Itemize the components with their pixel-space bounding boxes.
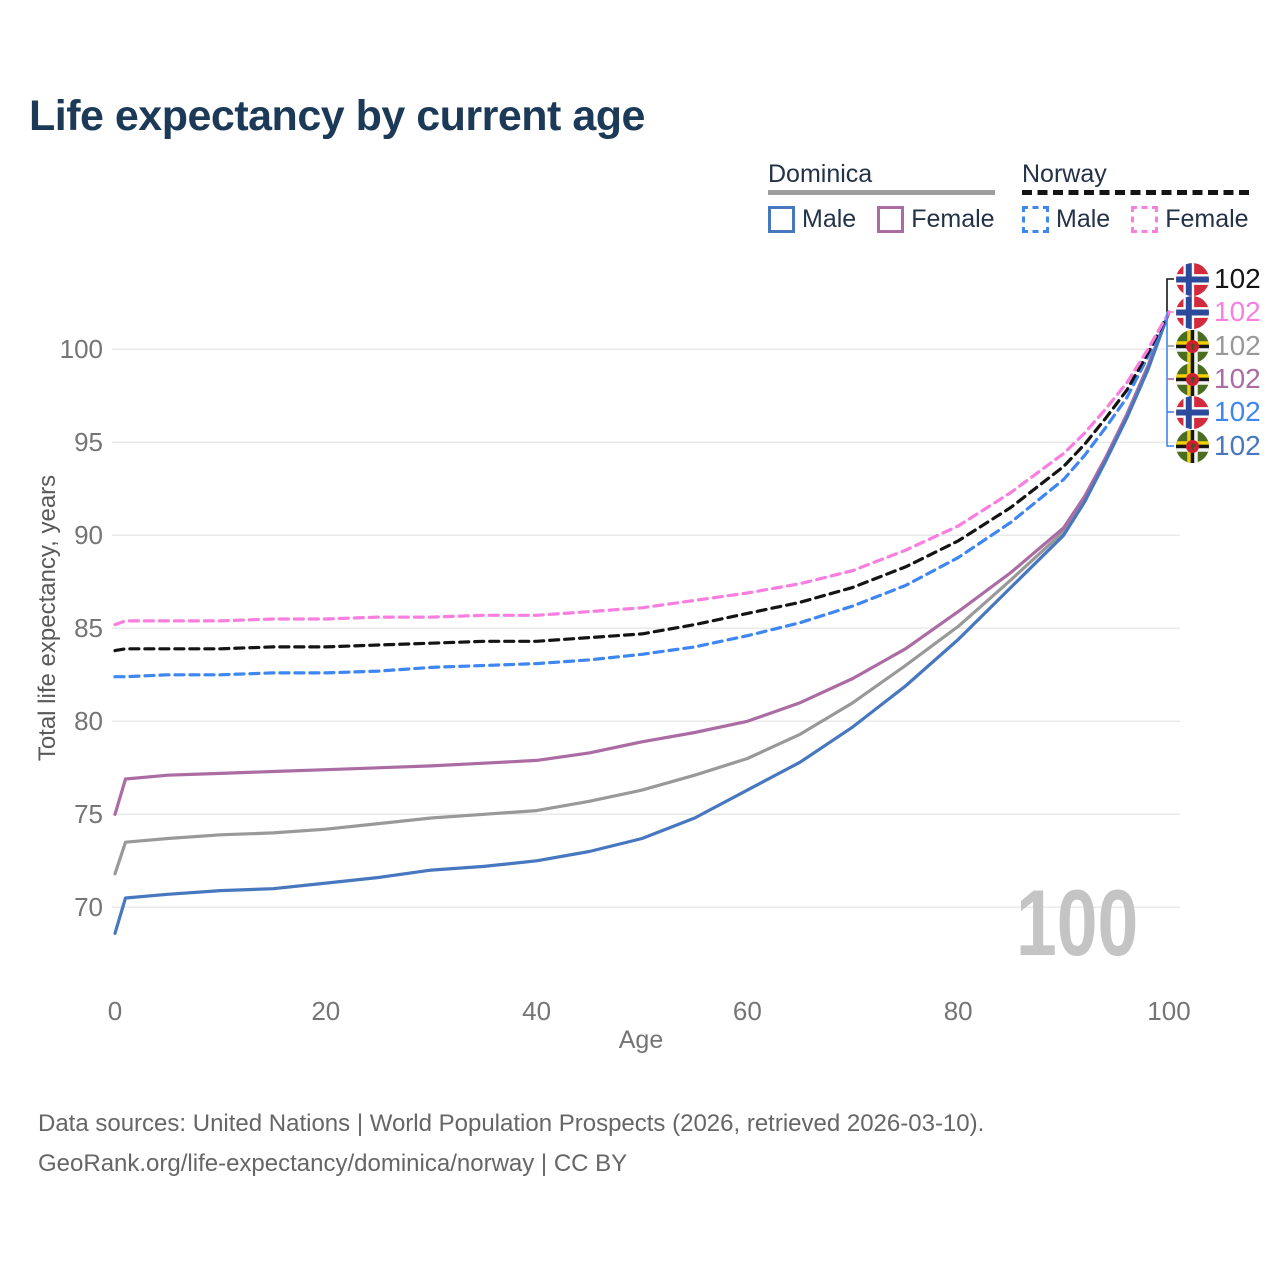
series-line-dominica-total[interactable] [113, 310, 1171, 876]
y-tick-label: 80 [74, 706, 103, 737]
series-line-dominica-male[interactable] [113, 310, 1171, 935]
page-title: Life expectancy by current age [29, 92, 645, 140]
end-label-value: 102 [1214, 296, 1261, 327]
dominica-flag-icon [1176, 362, 1209, 396]
legend-item-dominica-female[interactable]: Female [877, 205, 995, 233]
series-line-norway-male[interactable] [113, 310, 1171, 679]
x-tick-label: 100 [1147, 996, 1191, 1026]
x-tick-label: 0 [107, 996, 123, 1026]
norway-flag-icon [1176, 395, 1209, 429]
footer-data-sources: Data sources: United Nations | World Pop… [38, 1110, 985, 1137]
end-label-connector [1166, 278, 1174, 313]
dominica-female-swatch-icon [877, 206, 905, 233]
gridlines [112, 348, 1180, 909]
legend-dominica-line-sample [768, 190, 995, 195]
y-tick-label: 90 [74, 520, 103, 551]
y-tick-label: 75 [74, 799, 103, 830]
end-label-connector [1166, 312, 1174, 447]
end-label-dominica-female: 102 [1176, 362, 1261, 396]
end-label-dominica-total: 102 [1176, 329, 1261, 363]
norway-male-swatch-icon [1022, 206, 1049, 233]
end-label-norway-male: 102 [1176, 395, 1261, 429]
end-label-norway-total: 102 [1176, 262, 1261, 296]
y-tick-label: 85 [74, 613, 103, 644]
y-tick-label: 70 [74, 892, 103, 923]
watermark-age-value: 100 [1016, 870, 1139, 975]
series-lines [113, 310, 1171, 935]
legend-group-norway-title[interactable]: Norway [1022, 160, 1107, 188]
y-tick-label: 100 [59, 334, 103, 365]
end-label-value: 102 [1214, 430, 1261, 461]
legend-group-dominica-title[interactable]: Dominica [768, 160, 873, 188]
dominica-flag-icon [1176, 429, 1209, 463]
dominica-flag-icon [1176, 329, 1209, 363]
footer-attribution: GeoRank.org/life-expectancy/dominica/nor… [38, 1150, 628, 1177]
end-label-connectors [1166, 278, 1174, 447]
x-tick-label: 60 [732, 996, 762, 1026]
x-tick-label: 20 [311, 996, 341, 1026]
legend-item-label: Female [1165, 205, 1249, 233]
end-label-value: 102 [1214, 263, 1261, 294]
x-tick-label: 40 [522, 996, 552, 1026]
x-tick-label: 80 [943, 996, 973, 1026]
legend-item-dominica-male[interactable]: Male [768, 206, 856, 233]
end-label-value: 102 [1214, 330, 1261, 361]
series-line-norway-female[interactable] [113, 310, 1171, 627]
norway-flag-icon [1176, 295, 1209, 329]
end-label-dominica-male: 102 [1176, 429, 1261, 463]
series-line-dominica-female[interactable] [113, 310, 1171, 816]
end-label-value: 102 [1214, 396, 1261, 427]
dominica-male-swatch-icon [768, 206, 795, 233]
x-axis-title: Age [618, 1026, 664, 1054]
end-label-norway-female: 102 [1176, 295, 1261, 329]
legend-norway-line-sample [1022, 190, 1249, 195]
norway-female-swatch-icon [1131, 206, 1159, 233]
legend-item-norway-female[interactable]: Female [1131, 205, 1249, 233]
legend-group-norway: Norway Male Female [1022, 161, 1249, 233]
legend-item-norway-male[interactable]: Male [1022, 206, 1110, 233]
legend-item-label: Male [1056, 205, 1111, 233]
legend-item-label: Male [802, 205, 857, 233]
legend-item-label: Female [911, 205, 995, 233]
series-line-norway-total[interactable] [113, 310, 1171, 653]
norway-flag-icon [1176, 262, 1209, 296]
y-tick-label: 95 [74, 427, 103, 458]
end-label-value: 102 [1214, 363, 1261, 394]
legend-group-dominica: Dominica Male Female [768, 161, 995, 233]
